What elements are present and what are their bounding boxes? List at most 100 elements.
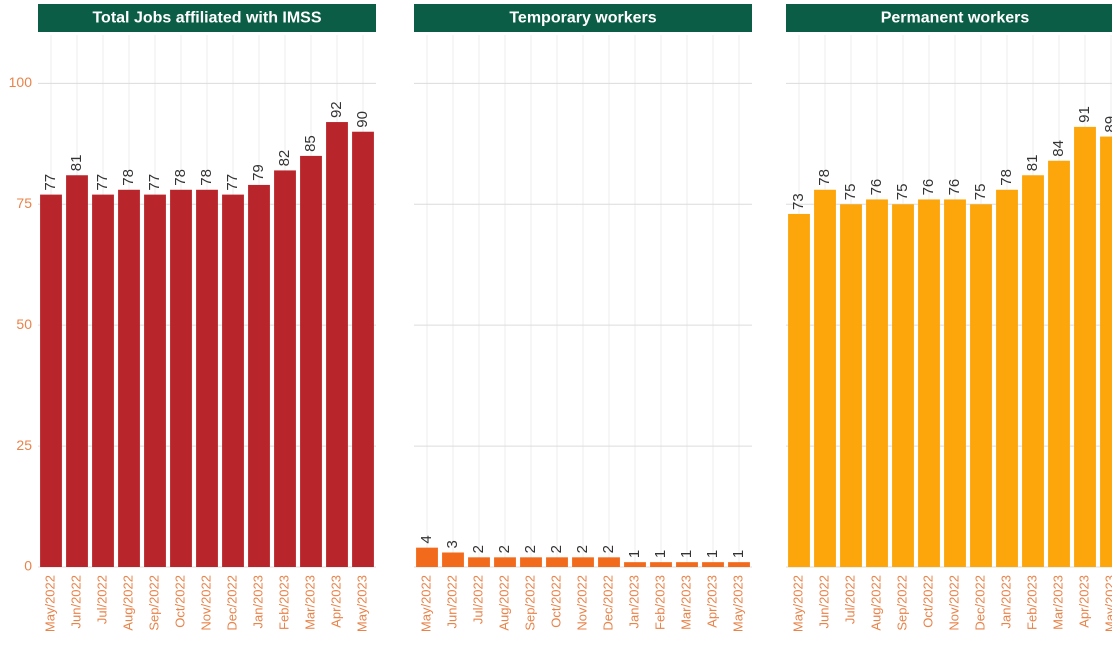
x-tick-label: Dec/2022 <box>972 575 987 631</box>
value-label: 89 <box>1102 116 1112 133</box>
panel-title: Permanent workers <box>881 10 1030 27</box>
bar <box>918 199 940 567</box>
value-label: 81 <box>1024 155 1041 172</box>
bar <box>520 557 542 567</box>
value-label: 73 <box>790 193 807 210</box>
value-label: 78 <box>198 169 215 186</box>
x-tick-label: May/2022 <box>42 575 57 632</box>
bar <box>996 189 1018 567</box>
y-tick-label: 0 <box>24 558 32 574</box>
x-tick-label: Nov/2022 <box>946 575 961 631</box>
value-label: 81 <box>68 155 85 172</box>
x-tick-label: Oct/2022 <box>172 575 187 628</box>
x-tick-label: Nov/2022 <box>574 575 589 631</box>
x-tick-label: Jul/2022 <box>470 575 485 624</box>
bar <box>546 557 568 567</box>
value-label: 78 <box>998 169 1015 186</box>
bar <box>1022 175 1044 567</box>
value-label: 77 <box>94 174 111 191</box>
bar <box>300 155 322 567</box>
bar <box>624 562 646 567</box>
bar <box>840 204 862 568</box>
value-label: 3 <box>444 540 461 548</box>
value-label: 92 <box>328 101 345 118</box>
x-tick-label: Dec/2022 <box>600 575 615 631</box>
panel-title: Temporary workers <box>509 10 656 27</box>
y-tick-label: 50 <box>16 316 32 332</box>
bar <box>814 189 836 567</box>
x-tick-label: Mar/2023 <box>678 575 693 630</box>
value-label: 78 <box>120 169 137 186</box>
bar <box>650 562 672 567</box>
value-label: 2 <box>470 545 487 553</box>
x-tick-label: Apr/2023 <box>328 575 343 628</box>
x-tick-label: Jan/2023 <box>250 575 265 629</box>
x-tick-label: Sep/2022 <box>146 575 161 631</box>
value-label: 91 <box>1076 106 1093 123</box>
bar <box>494 557 516 567</box>
value-label: 1 <box>652 550 669 558</box>
bar <box>1100 136 1112 567</box>
value-label: 77 <box>224 174 241 191</box>
bar <box>866 199 888 567</box>
bar <box>676 562 698 567</box>
x-tick-label: Mar/2023 <box>1050 575 1065 630</box>
x-tick-label: Feb/2023 <box>276 575 291 630</box>
bar <box>598 557 620 567</box>
value-label: 2 <box>548 545 565 553</box>
value-label: 75 <box>894 184 911 201</box>
value-label: 90 <box>354 111 371 128</box>
bar <box>788 213 810 568</box>
x-tick-label: Jun/2022 <box>816 575 831 629</box>
value-label: 77 <box>146 174 163 191</box>
bar <box>728 562 750 567</box>
bar <box>702 562 724 567</box>
x-tick-label: Aug/2022 <box>496 575 511 631</box>
x-tick-label: Aug/2022 <box>868 575 883 631</box>
x-tick-label: Feb/2023 <box>1024 575 1039 630</box>
bar <box>1048 160 1070 567</box>
bar <box>274 170 296 567</box>
x-tick-label: Jan/2023 <box>626 575 641 629</box>
x-tick-label: Aug/2022 <box>120 575 135 631</box>
bar <box>326 122 348 568</box>
value-label: 75 <box>972 184 989 201</box>
bar <box>40 194 62 567</box>
bar <box>92 194 114 567</box>
x-tick-label: Sep/2022 <box>522 575 537 631</box>
bar <box>572 557 594 567</box>
value-label: 78 <box>816 169 833 186</box>
bar <box>442 552 464 567</box>
bar <box>468 557 490 567</box>
x-tick-label: Oct/2022 <box>548 575 563 628</box>
bar <box>1074 126 1096 568</box>
x-tick-label: Oct/2022 <box>920 575 935 628</box>
bar <box>222 194 244 567</box>
bar <box>248 184 270 567</box>
x-tick-label: Dec/2022 <box>224 575 239 631</box>
bar <box>170 189 192 567</box>
x-tick-label: Jan/2023 <box>998 575 1013 629</box>
value-label: 2 <box>522 545 539 553</box>
bar <box>416 547 438 567</box>
value-label: 1 <box>626 550 643 558</box>
y-tick-label: 25 <box>16 437 32 453</box>
value-label: 75 <box>842 184 859 201</box>
x-tick-label: Jun/2022 <box>68 575 83 629</box>
x-tick-label: Mar/2023 <box>302 575 317 630</box>
value-label: 4 <box>418 535 435 543</box>
bar <box>892 204 914 568</box>
value-label: 1 <box>678 550 695 558</box>
x-tick-label: Apr/2023 <box>704 575 719 628</box>
value-label: 78 <box>172 169 189 186</box>
panel-title-bg <box>414 4 752 32</box>
bar <box>944 199 966 567</box>
value-label: 2 <box>574 545 591 553</box>
value-label: 85 <box>302 135 319 152</box>
x-tick-label: Jul/2022 <box>94 575 109 624</box>
value-label: 77 <box>42 174 59 191</box>
value-label: 1 <box>704 550 721 558</box>
value-label: 79 <box>250 164 267 181</box>
value-label: 1 <box>730 550 747 558</box>
